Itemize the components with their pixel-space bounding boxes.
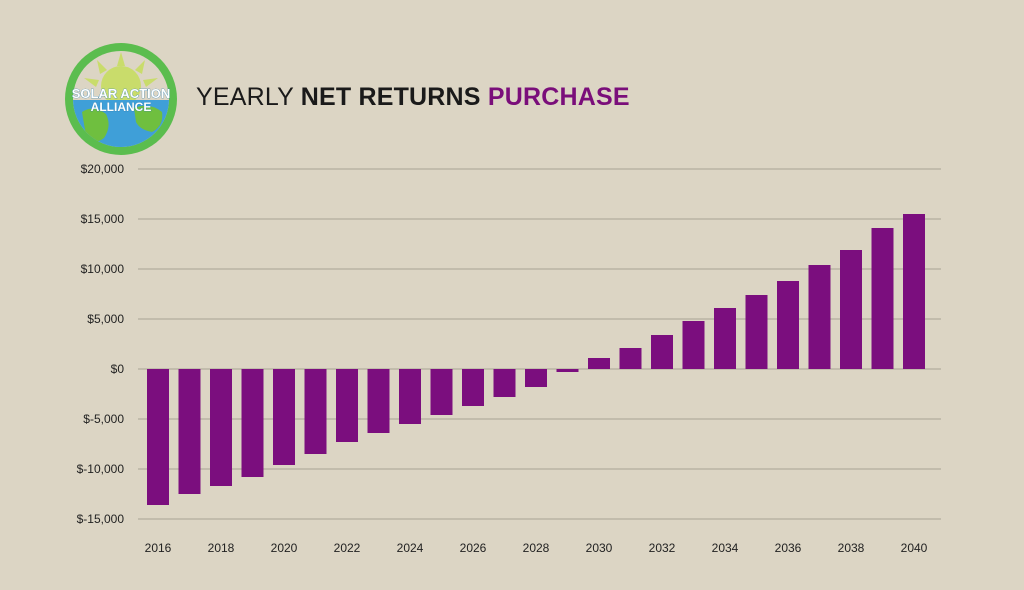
- x-tick-label: 2026: [460, 541, 487, 555]
- bar-2034: [714, 308, 736, 369]
- y-tick-label: $0: [111, 362, 125, 376]
- bar-2017: [178, 369, 201, 494]
- bar-2037: [808, 265, 831, 369]
- title-part-purchase: PURCHASE: [487, 83, 630, 111]
- bar-2022: [336, 369, 358, 442]
- y-tick-label: $10,000: [81, 262, 125, 276]
- solar-action-alliance-logo: SOLAR ACTION ALLIANCE: [65, 43, 177, 155]
- bar-2026: [462, 369, 484, 406]
- y-tick-label: $-15,000: [77, 512, 125, 526]
- bar-2019: [241, 369, 264, 477]
- bar-2040: [903, 214, 925, 369]
- y-tick-label: $-5,000: [83, 412, 124, 426]
- logo-text-line1: SOLAR ACTION: [72, 86, 170, 101]
- bar-2033: [682, 321, 705, 369]
- x-tick-label: 2040: [901, 541, 928, 555]
- x-tick-label: 2032: [649, 541, 676, 555]
- bar-2025: [430, 369, 453, 415]
- x-tick-label: 2016: [145, 541, 172, 555]
- sun-icon: [84, 52, 158, 106]
- y-tick-label: $15,000: [81, 212, 125, 226]
- bar-2027: [493, 369, 516, 397]
- x-tick-label: 2030: [586, 541, 613, 555]
- x-tick-label: 2020: [271, 541, 298, 555]
- logo-text-line2: ALLIANCE: [91, 100, 152, 114]
- title-part-yearly: YEARLY: [196, 83, 301, 111]
- x-tick-label: 2038: [838, 541, 865, 555]
- bar-2016: [147, 369, 169, 505]
- bar-2035: [745, 295, 768, 369]
- chart-title: YEARLY NET RETURNS PURCHASE: [196, 82, 630, 112]
- bar-2036: [777, 281, 799, 369]
- bar-2032: [651, 335, 673, 369]
- bar-2028: [525, 369, 547, 387]
- y-tick-label: $-10,000: [77, 462, 125, 476]
- bar-2021: [304, 369, 327, 454]
- bar-2029: [556, 369, 579, 372]
- y-tick-label: $20,000: [81, 162, 125, 176]
- bar-2018: [210, 369, 232, 486]
- x-tick-label: 2034: [712, 541, 739, 555]
- bar-2024: [399, 369, 421, 424]
- y-tick-label: $5,000: [87, 312, 124, 326]
- x-tick-label: 2022: [334, 541, 361, 555]
- bar-2031: [619, 348, 642, 369]
- title-part-net-returns: NET RETURNS: [300, 83, 488, 111]
- bar-2038: [840, 250, 862, 369]
- bar-2039: [871, 228, 894, 369]
- x-tick-label: 2018: [208, 541, 235, 555]
- x-tick-label: 2036: [775, 541, 802, 555]
- bar-2023: [367, 369, 390, 433]
- bar-2020: [273, 369, 295, 465]
- bar-2030: [588, 358, 610, 369]
- x-tick-label: 2024: [397, 541, 424, 555]
- x-tick-label: 2028: [523, 541, 550, 555]
